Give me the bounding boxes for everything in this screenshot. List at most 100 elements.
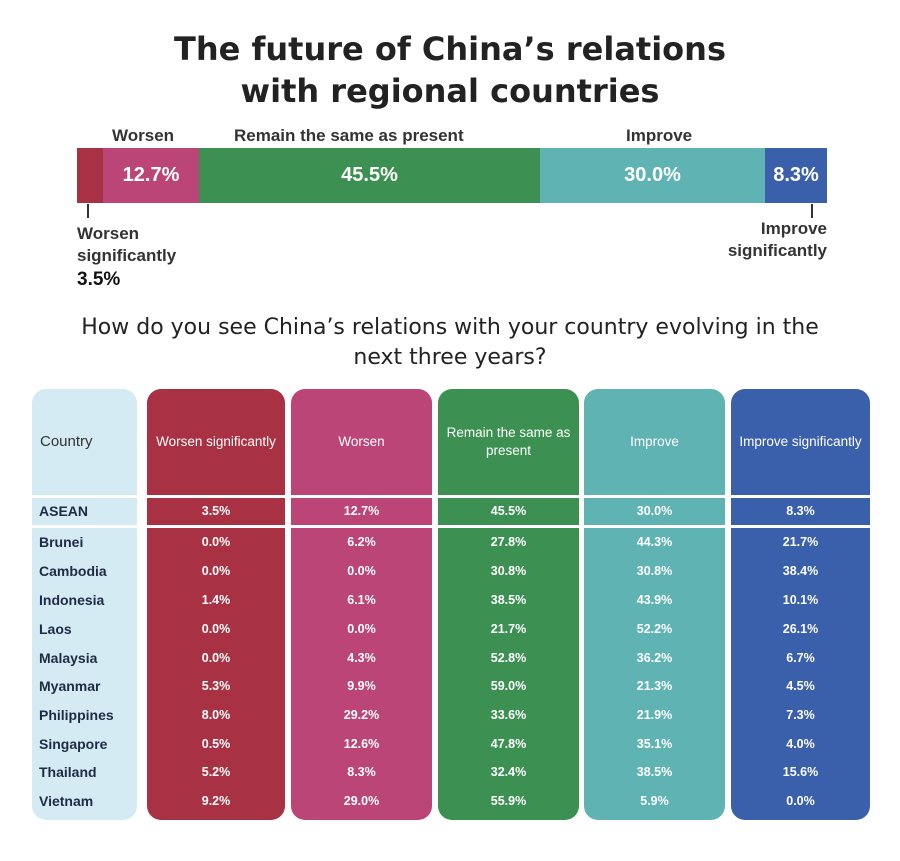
table-cell: 21.3% bbox=[636, 679, 673, 693]
row-separator bbox=[30, 495, 872, 498]
stacked-bar: 12.7% 45.5% 30.0% 8.3% bbox=[77, 148, 827, 203]
table-cell: 29.0% bbox=[343, 794, 380, 808]
col-worsen-bg bbox=[291, 389, 432, 820]
row-country-name: ASEAN bbox=[39, 503, 89, 519]
seg-value-label: 8.3% bbox=[773, 164, 819, 186]
table-cell: 0.0% bbox=[201, 564, 231, 578]
table-cell: 6.1% bbox=[347, 593, 376, 607]
col-improve-header: Improve bbox=[630, 434, 679, 449]
table-cell: 30.0% bbox=[636, 504, 673, 518]
seg-improve-significantly: 8.3% bbox=[765, 148, 827, 203]
table-cell: 8.3% bbox=[786, 504, 815, 518]
table-cell: 47.8% bbox=[490, 737, 527, 751]
table-cell: 35.1% bbox=[636, 737, 673, 751]
seg-value-label: 45.5% bbox=[341, 164, 398, 186]
seg-improve: 30.0% bbox=[540, 148, 765, 203]
seg-worsen-significantly bbox=[77, 148, 103, 203]
seg-value-label: 12.7% bbox=[122, 164, 180, 186]
table-cell: 52.2% bbox=[636, 622, 673, 636]
survey-question: How do you see China’s relations with yo… bbox=[0, 313, 900, 373]
col-country-bg bbox=[32, 389, 137, 820]
table-cell: 0.0% bbox=[201, 622, 231, 636]
label-worsen-significantly: Worsen significantly bbox=[77, 223, 176, 267]
col-worsen-significantly-bg bbox=[147, 389, 285, 820]
row-country-name: Cambodia bbox=[39, 563, 107, 579]
table-cell: 59.0% bbox=[490, 679, 527, 693]
table-cell: 9.9% bbox=[347, 679, 376, 693]
label-worsen: Worsen bbox=[112, 126, 175, 145]
table-cell: 29.2% bbox=[343, 708, 380, 722]
seg-same: 45.5% bbox=[199, 148, 540, 203]
label-worsen-significantly-line1: Worsen bbox=[77, 224, 140, 243]
question-line-1: How do you see China’s relations with yo… bbox=[81, 315, 819, 340]
title-line-1: The future of China’s relations bbox=[174, 30, 726, 68]
table-cell: 30.8% bbox=[490, 564, 527, 578]
table-cell: 33.6% bbox=[490, 708, 527, 722]
table-cell: 12.7% bbox=[343, 504, 380, 518]
label-improve-significantly: Improve significantly bbox=[721, 218, 827, 262]
table-cell: 1.4% bbox=[201, 593, 231, 607]
table-cell: 44.3% bbox=[636, 535, 673, 549]
table-cell: 38.5% bbox=[490, 593, 527, 607]
label-improve-significantly-line1: Improve bbox=[760, 219, 827, 238]
table-cell: 5.2% bbox=[201, 765, 231, 779]
seg-value-label: 30.0% bbox=[624, 164, 681, 186]
table-cell: 27.8% bbox=[490, 535, 527, 549]
label-improve-significantly-line2: significantly bbox=[727, 241, 827, 260]
label-improve: Improve bbox=[626, 126, 693, 145]
col-same-header: Remain the same as present bbox=[446, 425, 571, 458]
table-cell: 3.5% bbox=[201, 504, 231, 518]
title-line-2: with regional countries bbox=[240, 72, 660, 110]
table-cell: 32.4% bbox=[490, 765, 527, 779]
table-cell: 4.5% bbox=[786, 679, 815, 693]
table-cell: 8.0% bbox=[201, 708, 231, 722]
table-cell: 52.8% bbox=[490, 651, 527, 665]
table-cell: 8.3% bbox=[347, 765, 376, 779]
table-cell: 36.2% bbox=[636, 651, 673, 665]
table-cell: 5.3% bbox=[201, 679, 231, 693]
table-cell: 0.0% bbox=[347, 622, 376, 636]
table-cell: 21.7% bbox=[490, 622, 527, 636]
table-cell: 30.8% bbox=[636, 564, 673, 578]
question-line-2: next three years? bbox=[353, 345, 547, 370]
col-worsen-header: Worsen bbox=[338, 434, 385, 449]
row-country-name: Thailand bbox=[39, 764, 97, 780]
table-cell: 9.2% bbox=[201, 794, 231, 808]
chart-title: The future of China’s relations with reg… bbox=[0, 28, 900, 112]
label-same: Remain the same as present bbox=[234, 126, 464, 145]
table-cell: 26.1% bbox=[782, 622, 819, 636]
seg-worsen: 12.7% bbox=[103, 148, 199, 203]
row-country-name: Indonesia bbox=[39, 592, 105, 608]
label-worsen-significantly-line2: significantly bbox=[77, 246, 177, 265]
table-cell: 4.3% bbox=[347, 651, 376, 665]
col-improve-significantly-bg bbox=[731, 389, 870, 820]
table-cell: 5.9% bbox=[640, 794, 669, 808]
table-cell: 0.0% bbox=[786, 794, 815, 808]
row-country-name: Singapore bbox=[39, 736, 108, 752]
table-cell: 7.3% bbox=[786, 708, 815, 722]
col-improve-bg bbox=[584, 389, 725, 820]
table-cell: 21.9% bbox=[636, 708, 673, 722]
table-cell: 0.5% bbox=[201, 737, 231, 751]
table-cell: 6.7% bbox=[786, 651, 815, 665]
tick-improve-significantly bbox=[811, 204, 813, 218]
col-country-header: Country bbox=[40, 433, 93, 450]
table-cell: 0.0% bbox=[201, 535, 231, 549]
table-cell: 0.0% bbox=[347, 564, 376, 578]
row-country-name: Philippines bbox=[39, 707, 114, 723]
tick-worsen-significantly bbox=[87, 204, 89, 218]
table-cell: 45.5% bbox=[490, 504, 527, 518]
table-cell: 10.1% bbox=[782, 593, 819, 607]
table-cell: 38.4% bbox=[782, 564, 819, 578]
value-worsen-significantly: 3.5% bbox=[77, 269, 121, 290]
table-cell: 38.5% bbox=[636, 765, 673, 779]
table-cell: 0.0% bbox=[201, 651, 231, 665]
row-country-name: Malaysia bbox=[39, 650, 98, 666]
table-cell: 15.6% bbox=[782, 765, 819, 779]
table-cell: 6.2% bbox=[347, 535, 376, 549]
col-worsen-significantly-header: Worsen significantly bbox=[156, 434, 276, 449]
row-separator bbox=[30, 525, 872, 528]
table-cell: 12.6% bbox=[343, 737, 380, 751]
table-cell: 21.7% bbox=[782, 535, 819, 549]
row-country-name: Brunei bbox=[39, 534, 84, 550]
